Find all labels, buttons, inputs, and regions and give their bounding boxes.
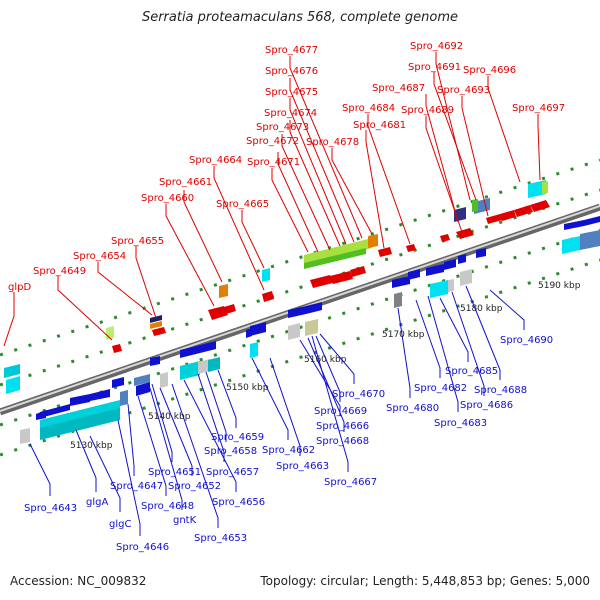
gene-label: Spro_4664: [189, 155, 242, 166]
top-gene-labels: glpD Spro_4649 Spro_4654 Spro_4655 Spro_…: [8, 41, 565, 293]
gene-spro4662: [288, 323, 300, 340]
gene-label: Spro_4677: [265, 45, 318, 56]
gene-label: Spro_4675: [265, 87, 318, 98]
gene-spro4684: [406, 244, 416, 252]
kbp-label: 5150 kbp: [226, 383, 269, 393]
gene-label: Spro_4684: [342, 103, 395, 114]
reverse-genes: [20, 216, 600, 444]
gene-spro4680: [394, 292, 402, 308]
gene-label: Spro_4674: [264, 108, 317, 119]
accession-text: Accession: NC_009832: [10, 574, 147, 588]
gene-spro4643: [20, 428, 30, 444]
gene-label: Spro_4690: [500, 335, 553, 346]
gene-label: Spro_4659: [211, 432, 264, 443]
kbp-label: 5160 kbp: [304, 355, 347, 365]
gene-label: Spro_4665: [216, 199, 269, 210]
bottom-gene-labels: Spro_4643 glgA glgC Spro_4646 Spro_4647 …: [24, 335, 553, 553]
gene-spro4685: [430, 280, 448, 298]
gene-label: Spro_4686: [460, 400, 513, 411]
gene-spro4688: [460, 269, 472, 286]
gene-spro4660: [208, 306, 228, 320]
gene-label: Spro_4667: [324, 477, 377, 488]
gene-label: Spro_4651: [148, 467, 201, 478]
gene-label: Spro_4643: [24, 503, 77, 514]
gene-label: Spro_4692: [410, 41, 463, 52]
gene-spro4665: [262, 291, 274, 302]
gene-label: Spro_4681: [353, 120, 406, 131]
gene-label: Spro_4687: [372, 83, 425, 94]
gene-label: glpD: [8, 282, 31, 293]
gene-label: glgC: [109, 519, 131, 530]
gene-label: Spro_4653: [194, 533, 247, 544]
gene-label: Spro_4691: [408, 62, 461, 73]
gene-label: Spro_4663: [276, 461, 329, 472]
gene-label: Spro_4660: [141, 193, 194, 204]
gene-label: Spro_4670: [332, 389, 385, 400]
gene-label: Spro_4648: [141, 501, 194, 512]
gene-label: glgA: [86, 497, 108, 508]
gene-glpD: [6, 376, 20, 394]
gene-label: Spro_4657: [206, 467, 259, 478]
bottom-leader-lines: [29, 285, 525, 536]
kbp-label: 5190 kbp: [538, 281, 581, 291]
gene-label: Spro_4678: [306, 137, 359, 148]
gene-label: Spro_4656: [212, 497, 265, 508]
gene-label: Spro_4661: [159, 177, 212, 188]
gene-label: Spro_4652: [168, 481, 221, 492]
gene-spro4697: [528, 180, 546, 198]
genome-summary-text: Topology: circular; Length: 5,448,853 bp…: [260, 574, 590, 588]
gene-label: Spro_4668: [316, 436, 369, 447]
gene-label: Spro_4683: [434, 418, 487, 429]
gene-label: Spro_4689: [401, 105, 454, 116]
gene-label: Spro_4658: [204, 446, 257, 457]
kbp-label: 5130 kbp: [70, 441, 113, 451]
top-leader-lines: [3, 52, 541, 347]
gene-label: Spro_4682: [414, 383, 467, 394]
gene-spro4655: [150, 315, 162, 323]
gene-label: Spro_4646: [116, 542, 169, 553]
gene-spro4649: [112, 344, 122, 353]
kbp-label: 5180 kbp: [460, 304, 503, 314]
kbp-label: 5170 kbp: [382, 330, 425, 340]
gene-label: Spro_4697: [512, 103, 565, 114]
gene-spro4656: [180, 361, 200, 380]
map-title: Serratia proteamaculans 568, complete ge…: [141, 10, 459, 25]
gene-label: Spro_4669: [314, 406, 367, 417]
gene-label: Spro_4666: [316, 421, 369, 432]
gene-label: Spro_4655: [111, 236, 164, 247]
gene-label: Spro_4685: [445, 366, 498, 377]
gene-spro4689: [456, 228, 474, 239]
gene-label: Spro_4672: [246, 136, 299, 147]
kbp-label: 5140 kbp: [148, 412, 191, 422]
gene-spro4690: [562, 236, 580, 254]
gene-label: Spro_4676: [265, 66, 318, 77]
gene-label: Spro_4696: [463, 65, 516, 76]
gene-label: Spro_4654: [73, 251, 126, 262]
gene-label: Spro_4688: [474, 385, 527, 396]
gene-label: Spro_4647: [110, 481, 163, 492]
gene-cluster-4671: [304, 238, 372, 265]
gene-label: Spro_4662: [262, 445, 315, 456]
gene-label: Spro_4680: [386, 403, 439, 414]
gene-label: Spro_4671: [247, 157, 300, 168]
gene-spro4659: [250, 342, 258, 358]
gene-label: Spro_4673: [256, 122, 309, 133]
gene-label: gntK: [173, 515, 197, 526]
gene-label: Spro_4649: [33, 266, 86, 277]
gene-label: Spro_4693: [437, 85, 490, 96]
kbp-labels: 5130 kbp 5140 kbp 5150 kbp 5160 kbp 5170…: [70, 281, 581, 451]
